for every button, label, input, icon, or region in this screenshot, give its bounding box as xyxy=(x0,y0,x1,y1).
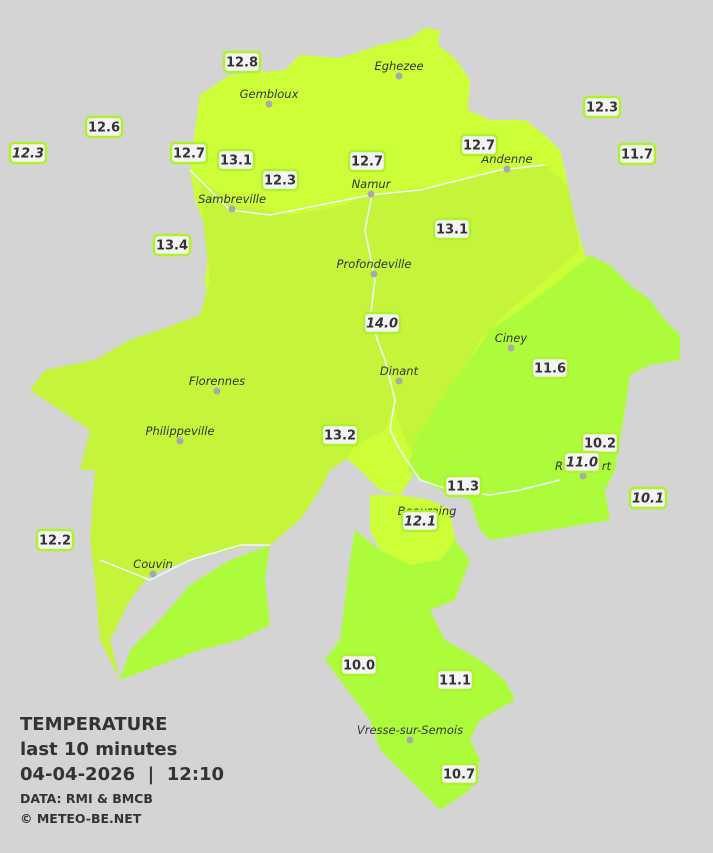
station-value: 13.4 xyxy=(156,239,188,254)
station-value: 12.3 xyxy=(264,174,296,189)
city-dot xyxy=(395,72,403,80)
station-value: 13.1 xyxy=(436,223,468,238)
station-value: 11.1 xyxy=(439,674,471,689)
station-box xyxy=(347,149,387,173)
zone-green-east xyxy=(408,255,680,540)
station-box xyxy=(459,133,499,157)
station-value: 13.2 xyxy=(324,429,356,444)
station-box xyxy=(84,115,124,139)
city-label: Florennes xyxy=(189,374,245,388)
city-label: Gembloux xyxy=(240,87,299,101)
city-dot xyxy=(265,100,273,108)
station-value: 12.6 xyxy=(88,121,120,136)
city-dot xyxy=(149,570,157,578)
station-box xyxy=(628,486,668,510)
legend-datetime: 04-04-2026 | 12:10 xyxy=(20,764,224,785)
station-box xyxy=(35,528,75,552)
city-label: Sambreville xyxy=(198,192,266,206)
station-value: 10.0 xyxy=(343,659,375,674)
station-box xyxy=(216,148,256,172)
station-box xyxy=(435,668,475,692)
city-label: Ciney xyxy=(495,331,528,345)
province-center xyxy=(365,165,580,455)
city-label: Eghezee xyxy=(374,59,423,73)
city-label: Dinant xyxy=(380,364,419,378)
legend-source: DATA: RMI & BMCB xyxy=(20,791,153,806)
station-value: 12.3 xyxy=(586,101,618,116)
station-box xyxy=(617,142,657,166)
station-box xyxy=(562,450,602,474)
legend-title: TEMPERATURE xyxy=(20,714,167,735)
station-box xyxy=(8,141,48,165)
province-west xyxy=(30,180,395,680)
city-dot xyxy=(228,205,236,213)
city-dot xyxy=(176,437,184,445)
station-value: 10.2 xyxy=(584,437,616,452)
station-value: 12.1 xyxy=(404,515,436,530)
city-dot xyxy=(395,377,403,385)
zone-green-south xyxy=(325,530,515,810)
station-value: 10.1 xyxy=(632,492,664,507)
stations: 12.8 12.6 12.3 12.7 13.1 12.3 12.7 12.7 12.3 11.7… xyxy=(8,50,668,786)
legend-period: last 10 minutes xyxy=(20,739,177,760)
station-box xyxy=(222,50,262,74)
city-dot xyxy=(503,165,511,173)
station-box xyxy=(362,311,402,335)
station-value: 13.1 xyxy=(220,154,252,169)
station-box xyxy=(400,509,440,533)
station-value: 11.7 xyxy=(621,148,653,163)
station-value: 11.0 xyxy=(566,456,598,471)
city-dot xyxy=(370,270,378,278)
city-label: Couvin xyxy=(133,557,173,571)
station-value: 10.7 xyxy=(443,768,475,783)
station-value: 12.7 xyxy=(173,147,205,162)
station-box xyxy=(320,423,360,447)
station-box xyxy=(439,762,479,786)
station-value: 12.7 xyxy=(463,139,495,154)
city-label: Profondeville xyxy=(337,257,412,271)
station-box xyxy=(260,168,300,192)
station-value: 12.8 xyxy=(226,56,258,71)
city-dot xyxy=(579,472,587,480)
city-dot xyxy=(367,190,375,198)
station-value: 12.2 xyxy=(39,534,71,549)
zone-green-southwest xyxy=(120,545,270,680)
city-label: Namur xyxy=(352,177,392,191)
station-value: 12.3 xyxy=(12,147,44,162)
station-box xyxy=(443,474,483,498)
legend: TEMPERATURE last 10 minutes 04-04-2026 |… xyxy=(20,714,224,826)
city-dot xyxy=(507,344,515,352)
station-box xyxy=(339,653,379,677)
station-value: 14.0 xyxy=(366,317,398,332)
station-box xyxy=(582,95,622,119)
station-box xyxy=(152,233,192,257)
legend-credit: © METEO-BE.NET xyxy=(20,811,142,826)
station-box xyxy=(169,141,209,165)
station-value: 12.7 xyxy=(351,155,383,170)
station-value: 11.3 xyxy=(447,480,479,495)
city-dot xyxy=(213,387,221,395)
city-label: Vresse-sur-Semois xyxy=(357,723,463,737)
station-box xyxy=(530,356,570,380)
city-dot xyxy=(406,736,414,744)
station-value: 11.6 xyxy=(534,362,566,377)
city-label: Philippeville xyxy=(146,424,215,438)
station-box xyxy=(432,217,472,241)
